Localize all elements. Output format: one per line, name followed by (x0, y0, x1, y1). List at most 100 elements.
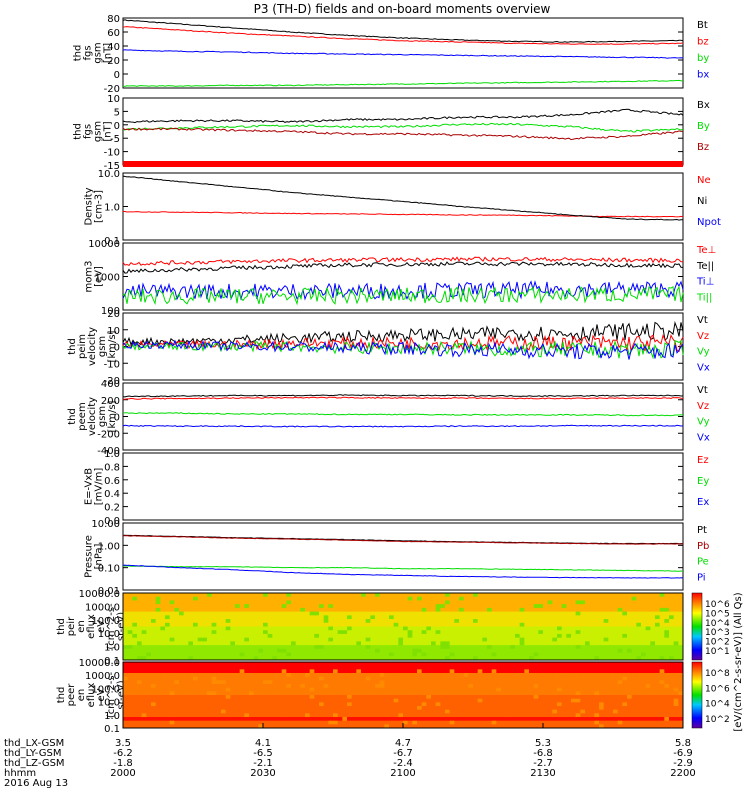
y-axis-label: thdfgsgsm[nT] (73, 121, 114, 142)
y-tick-label: 0.0 (104, 516, 120, 527)
legend-Vz: Vz (697, 331, 709, 342)
legend-Vt: Vt (697, 315, 708, 326)
series-Pi (122, 564, 684, 579)
legend-Bz: Bz (697, 142, 709, 153)
legend-Pe: Pe (697, 557, 709, 568)
y-tick-label: 0.1 (104, 236, 120, 247)
series-Bt (122, 19, 684, 43)
series-Te|| (122, 261, 684, 274)
y-tick-label: 40 (107, 42, 120, 53)
ephemeris-name: thd_LZ-GSM (4, 758, 65, 769)
legend-Ti⊥: Ti⊥ (696, 277, 714, 288)
colorbar-tick: 10^6 (705, 600, 730, 610)
legend-Ez: Ez (697, 455, 709, 466)
y-tick-label: 10.00 (91, 519, 120, 530)
colorbar (691, 592, 703, 661)
colorbar-tick: 10^4 (705, 619, 730, 629)
legend-Vy: Vy (697, 347, 710, 358)
flag-bar (123, 161, 683, 167)
y-tick-label: 10000.0 (79, 589, 120, 600)
series-Bz (122, 127, 684, 141)
series-Bx (122, 108, 684, 124)
y-tick-label: -200 (97, 429, 120, 440)
panel-frame (122, 382, 684, 451)
y-tick-label: 1.0 (104, 711, 120, 722)
y-tick-label: -5 (110, 134, 120, 145)
legend-Ex: Ex (697, 497, 709, 508)
y-tick-label: 0.6 (104, 476, 120, 487)
panel-7: 1.0 0.8 0.6 0.4 0.2 0.0 E=-VxB[mV/m] Ez Ey Ex (84, 449, 710, 527)
y-tick-label: 60 (107, 28, 120, 39)
ephemeris-value: -1.8 (113, 758, 133, 769)
y-tick-label: 1000 (95, 273, 120, 284)
y-tick-label: 1.0 (104, 203, 120, 214)
x-tick-label: 2030 (250, 768, 275, 779)
y-tick-label: -400 (97, 446, 120, 457)
panel-3: 10.0 1.0 0.1 Density[cm-3] Ne Ni Npot (84, 169, 721, 247)
ephemeris-value: -2.7 (533, 758, 553, 769)
legend-Pb: Pb (697, 541, 709, 552)
ephemeris-value: -2.9 (673, 758, 693, 769)
series-Vz (122, 396, 684, 400)
y-axis-label: E=-VxB[mV/m] (84, 468, 105, 506)
panel-8: 10.00 1.00 0.10 0.01 Pressure[nPa] Pt Pb Pe Pi (84, 519, 710, 597)
colorbar-tick: 10^2 (705, 638, 730, 648)
legend-Te||: Te|| (696, 261, 714, 272)
y-tick-label: 0.1 (104, 656, 120, 667)
ephemeris-value: -6.5 (253, 748, 273, 759)
legend-Pi: Pi (697, 572, 706, 583)
y-tick-label: 100.0 (91, 684, 120, 695)
ephemeris-value: 5.3 (535, 738, 551, 749)
ephemeris-value: -6.8 (533, 748, 553, 759)
panel-5: 20100-10-20thdpeimvelocitygsm[km/s]VtVzV… (67, 309, 710, 387)
legend-By: By (697, 121, 710, 132)
ephemeris-value: 5.8 (675, 738, 691, 749)
legend-Vt: Vt (697, 385, 708, 396)
ephemeris-value: 3.5 (115, 738, 131, 749)
legend-Vx: Vx (697, 432, 710, 443)
legend-Vx: Vx (697, 362, 710, 373)
y-tick-label: 0.2 (104, 503, 120, 514)
y-axis-label: mom3[eV] (84, 261, 105, 293)
panel-frame (122, 17, 684, 89)
legend-Bt: Bt (697, 20, 708, 31)
x-tick-label: 2000 (110, 768, 135, 779)
x-axis-label: hhmm (4, 768, 36, 779)
panel-frame (122, 97, 684, 166)
y-tick-label: 1000.0 (85, 602, 120, 613)
y-tick-label: 0.8 (104, 462, 120, 473)
series-Vx (122, 339, 684, 360)
ephemeris-value: -6.2 (113, 748, 133, 759)
legend-Bx: Bx (697, 100, 710, 111)
y-axis-label: Density[cm-3] (84, 187, 105, 225)
y-tick-label: 10000 (88, 239, 120, 250)
y-tick-label: 100 (101, 306, 120, 317)
ephemeris-value: -6.7 (393, 748, 413, 759)
y-tick-label: 0.1 (104, 724, 120, 735)
y-tick-label: 100.0 (91, 616, 120, 627)
series-Pe (122, 565, 684, 572)
y-tick-label: 10 (107, 94, 120, 105)
series-Ni (122, 175, 683, 221)
y-tick-label: 80 (107, 14, 120, 25)
series-Pb (122, 535, 684, 545)
y-tick-label: 5 (114, 107, 120, 118)
legend-bx: bx (697, 70, 709, 81)
series-Vx (122, 424, 684, 428)
legend-Ne: Ne (697, 175, 711, 186)
y-tick-label: 10.0 (98, 698, 120, 709)
series-Te⊥ (122, 256, 683, 267)
y-axis-label: thdfgsgsm[nT] (73, 42, 114, 63)
y-tick-label: 1000.0 (85, 671, 120, 682)
legend-Ti||: Ti|| (696, 292, 712, 303)
legend-Pt: Pt (697, 525, 707, 536)
panel-2: 10 5 0 -5 -10 -15 thdfgsgsm[nT] Bx By Bz (73, 94, 710, 172)
y-tick-label: -20 (104, 84, 120, 95)
colorbar-tick: 10^4 (705, 700, 730, 710)
y-axis-label: Pressure[nPa] (84, 535, 105, 578)
series-Ne (123, 211, 684, 218)
ephemeris-name: thd_LX-GSM (4, 738, 64, 749)
y-tick-label: 0.4 (104, 489, 120, 500)
y-tick-label: 1.0 (104, 643, 120, 654)
